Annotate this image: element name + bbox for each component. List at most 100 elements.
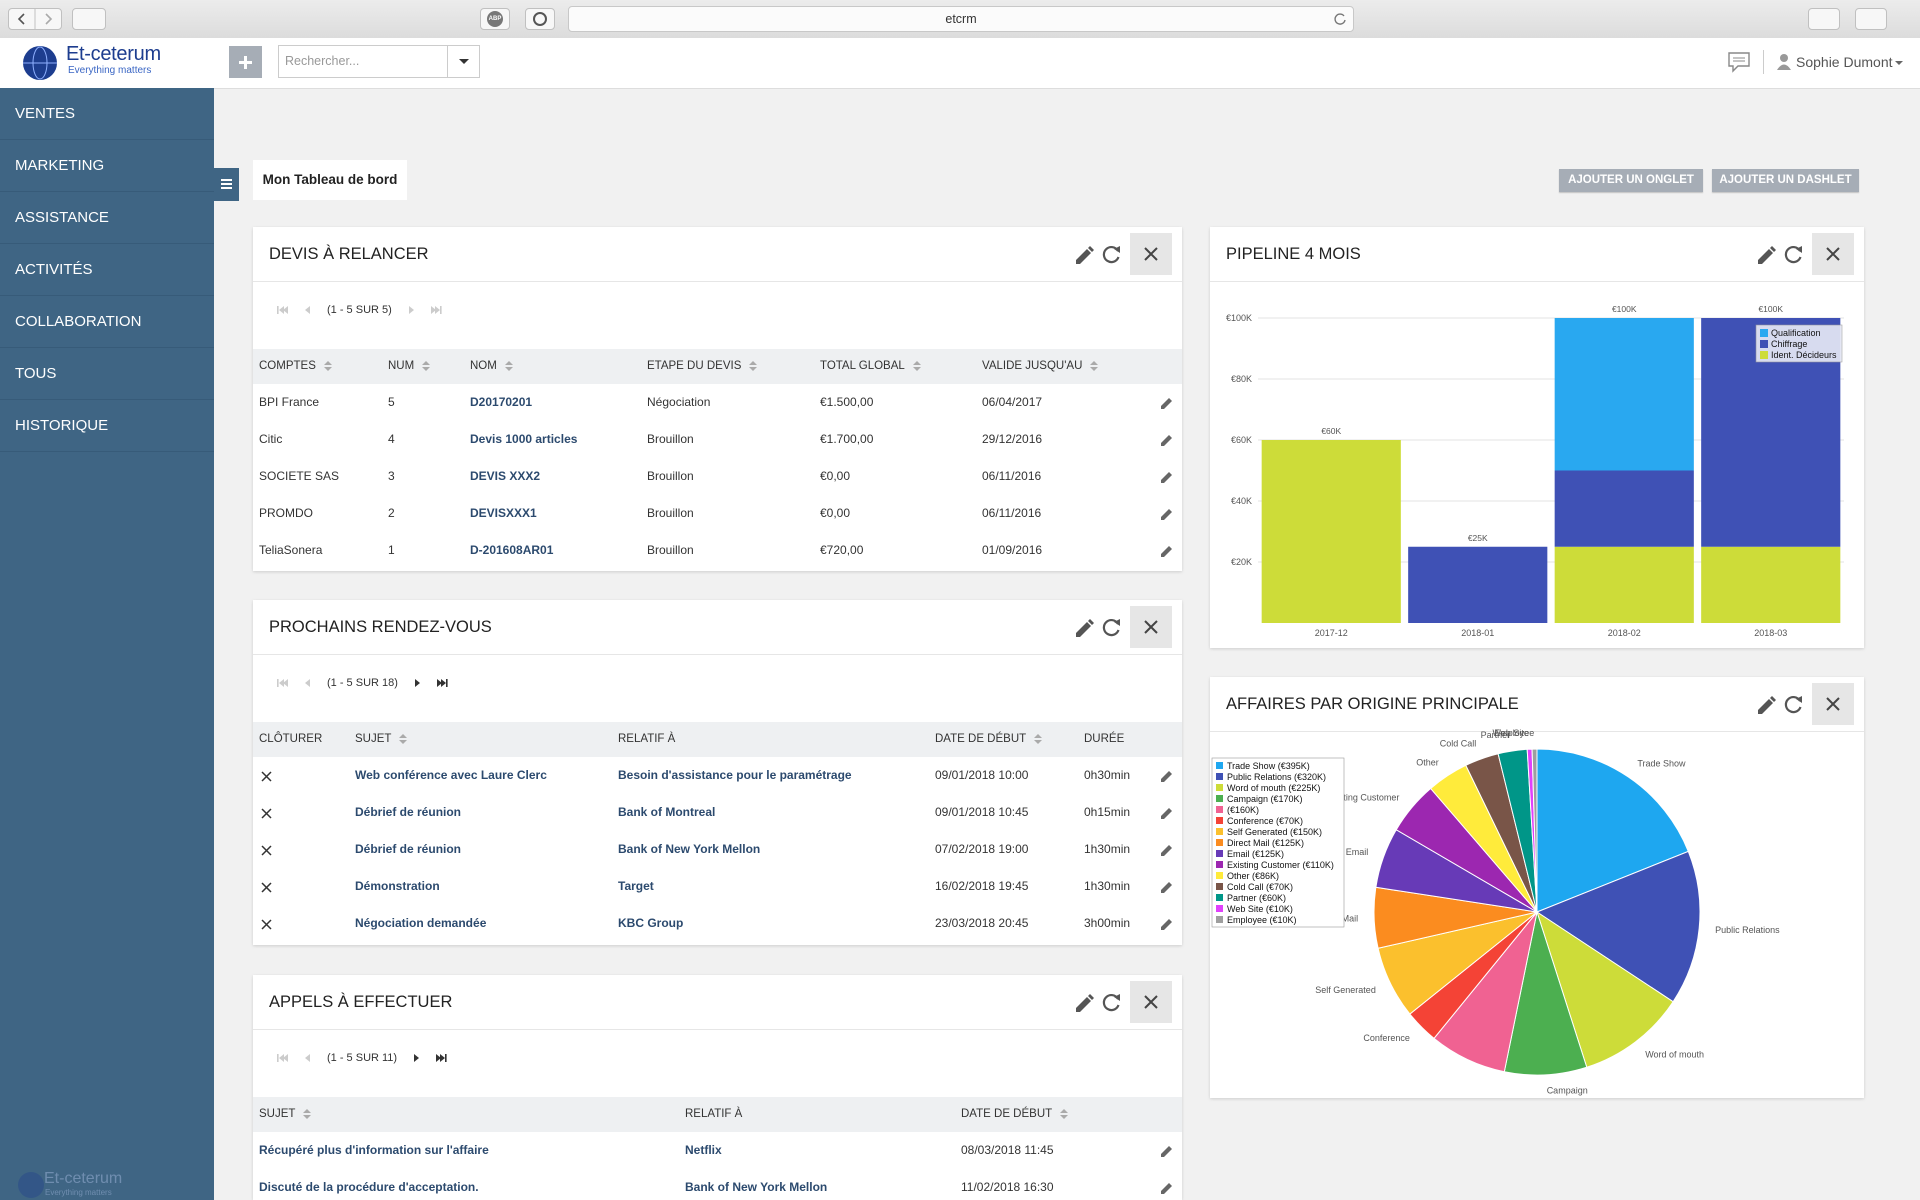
refresh-icon[interactable] xyxy=(1102,246,1120,264)
column-header[interactable]: SUJET xyxy=(355,722,408,757)
link-cell[interactable]: D20170201 xyxy=(470,395,533,409)
messages-icon[interactable] xyxy=(1726,50,1752,74)
address-bar[interactable]: etcrm xyxy=(568,6,1354,32)
sidebar-toggle[interactable] xyxy=(214,168,239,201)
edit-icon[interactable] xyxy=(1758,246,1776,264)
extension-button[interactable]: ABP xyxy=(480,8,510,30)
close-icon[interactable] xyxy=(1130,233,1172,275)
edit-icon[interactable] xyxy=(1076,619,1094,637)
menu-item[interactable]: VENTES xyxy=(0,88,214,140)
link-cell[interactable]: D-201608AR01 xyxy=(470,543,554,557)
close-activity[interactable] xyxy=(261,808,273,820)
column-header[interactable]: DATE DE DÉBUT xyxy=(961,1097,1069,1132)
add-tab-button[interactable]: AJOUTER UN ONGLET xyxy=(1559,169,1703,192)
column-header[interactable]: RELATIF À xyxy=(618,733,676,745)
link-cell[interactable]: Démonstration xyxy=(355,879,440,893)
link-cell[interactable]: Target xyxy=(618,879,654,893)
last-page[interactable] xyxy=(430,304,444,316)
close-activity[interactable] xyxy=(261,845,273,857)
next-page[interactable] xyxy=(410,677,424,689)
link-cell[interactable]: Négociation demandée xyxy=(355,916,487,930)
prev-page[interactable] xyxy=(301,304,315,316)
edit-icon[interactable] xyxy=(1758,696,1776,714)
close-icon[interactable] xyxy=(1130,606,1172,648)
extension-button[interactable] xyxy=(525,8,555,30)
column-header[interactable]: NOM xyxy=(470,349,513,384)
nav-buttons[interactable] xyxy=(8,8,62,30)
link-cell[interactable]: Web conférence avec Laure Clerc xyxy=(355,768,547,782)
search-box[interactable]: Rechercher... xyxy=(278,45,480,78)
row-edit[interactable] xyxy=(1160,843,1174,857)
row-edit[interactable] xyxy=(1160,769,1174,783)
refresh-icon[interactable] xyxy=(1102,619,1120,637)
last-page[interactable] xyxy=(436,677,450,689)
column-header[interactable]: RELATIF À xyxy=(685,1108,743,1120)
close-icon[interactable] xyxy=(1130,981,1172,1023)
reload-icon[interactable] xyxy=(1333,12,1347,26)
menu-item[interactable]: MARKETING xyxy=(0,140,214,192)
row-edit[interactable] xyxy=(1160,880,1174,894)
column-header[interactable]: NUM xyxy=(388,349,431,384)
refresh-icon[interactable] xyxy=(1784,246,1802,264)
link-cell[interactable]: DEVISXXX1 xyxy=(470,506,537,520)
column-header[interactable]: COMPTES xyxy=(259,349,332,384)
close-icon[interactable] xyxy=(1812,233,1854,275)
column-header[interactable]: TOTAL GLOBAL xyxy=(820,349,921,384)
edit-icon[interactable] xyxy=(1076,246,1094,264)
menu-item[interactable]: ACTIVITÉS xyxy=(0,244,214,296)
close-activity[interactable] xyxy=(261,882,273,894)
row-edit[interactable] xyxy=(1160,917,1174,931)
menu-item[interactable]: TOUS xyxy=(0,348,214,400)
first-page[interactable] xyxy=(275,677,289,689)
link-cell[interactable]: Devis 1000 articles xyxy=(470,432,578,446)
next-page[interactable] xyxy=(409,1052,423,1064)
first-page[interactable] xyxy=(275,1052,289,1064)
row-edit[interactable] xyxy=(1160,1144,1174,1158)
link-cell[interactable]: Débrief de réunion xyxy=(355,842,462,856)
link-cell[interactable]: Récupéré plus d'information sur l'affair… xyxy=(259,1143,489,1157)
prev-page[interactable] xyxy=(301,677,315,689)
prev-page[interactable] xyxy=(301,1052,315,1064)
menu-item[interactable]: HISTORIQUE xyxy=(0,400,214,452)
close-icon[interactable] xyxy=(1812,683,1854,725)
row-edit[interactable] xyxy=(1160,1181,1174,1195)
add-dashlet-button[interactable]: AJOUTER UN DASHLET xyxy=(1712,169,1859,192)
close-activity[interactable] xyxy=(261,919,273,931)
link-cell[interactable]: Débrief de réunion xyxy=(355,805,462,819)
row-edit[interactable] xyxy=(1160,433,1174,447)
column-header[interactable]: CLÔTURER xyxy=(259,733,323,745)
link-cell[interactable]: Bank of New York Mellon xyxy=(685,1180,828,1194)
refresh-icon[interactable] xyxy=(1102,994,1120,1012)
link-cell[interactable]: Netflix xyxy=(685,1143,722,1157)
column-header[interactable]: DATE DE DÉBUT xyxy=(935,722,1043,757)
row-edit[interactable] xyxy=(1160,806,1174,820)
column-header[interactable]: DURÉE xyxy=(1084,733,1125,745)
active-tab[interactable]: Mon Tableau de bord xyxy=(253,160,407,200)
close-activity[interactable] xyxy=(261,771,273,783)
row-edit[interactable] xyxy=(1160,470,1174,484)
row-edit[interactable] xyxy=(1160,507,1174,521)
user-name[interactable]: Sophie Dumont xyxy=(1796,54,1893,70)
menu-item[interactable]: ASSISTANCE xyxy=(0,192,214,244)
first-page[interactable] xyxy=(275,304,289,316)
refresh-icon[interactable] xyxy=(1784,696,1802,714)
link-cell[interactable]: Besoin d'assistance pour le paramétrage xyxy=(618,768,852,782)
row-edit[interactable] xyxy=(1160,544,1174,558)
tabs-button[interactable] xyxy=(1855,8,1887,30)
link-cell[interactable]: Bank of Montreal xyxy=(618,805,716,819)
link-cell[interactable]: Bank of New York Mellon xyxy=(618,842,761,856)
edit-icon[interactable] xyxy=(1076,994,1094,1012)
sidebar-button[interactable] xyxy=(72,8,106,30)
search-dropdown[interactable] xyxy=(447,46,480,77)
next-page[interactable] xyxy=(404,304,418,316)
share-button[interactable] xyxy=(1808,8,1840,30)
logo-name[interactable]: Et-ceterum xyxy=(66,43,161,65)
row-edit[interactable] xyxy=(1160,396,1174,410)
link-cell[interactable]: Discuté de la procédure d'acceptation. xyxy=(259,1180,479,1194)
column-header[interactable]: SUJET xyxy=(259,1097,312,1132)
add-button[interactable] xyxy=(229,46,262,78)
column-header[interactable]: VALIDE JUSQU'AU xyxy=(982,349,1099,384)
link-cell[interactable]: DEVIS XXX2 xyxy=(470,469,541,483)
link-cell[interactable]: KBC Group xyxy=(618,916,684,930)
menu-item[interactable]: COLLABORATION xyxy=(0,296,214,348)
